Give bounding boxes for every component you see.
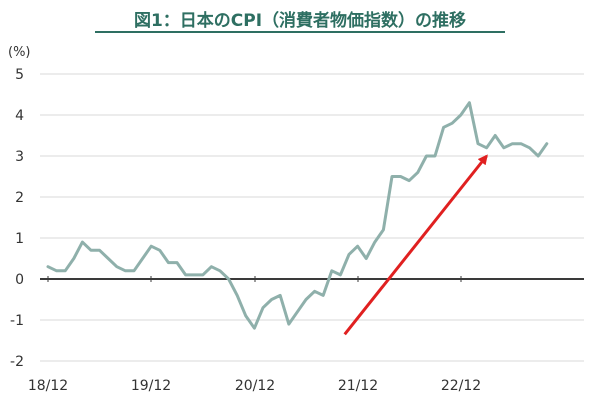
- cpi-series-line: [46, 101, 549, 330]
- y-tick-label: -1: [10, 313, 24, 329]
- y-tick-label: 5: [15, 67, 24, 83]
- y-tick-label: -2: [10, 354, 24, 370]
- grid-lines: [40, 73, 584, 362]
- x-tick-label: 22/12: [441, 378, 481, 394]
- x-tick-label: 19/12: [131, 378, 171, 394]
- axes: [40, 276, 584, 282]
- title-underline: [95, 31, 505, 33]
- y-tick-label: 1: [15, 231, 24, 247]
- tick-labels: 5 4 3 2 1 0 -1 -2 (%) 18/12 19/12 20/12 21/12 22/12: [8, 45, 481, 394]
- y-tick-label: 4: [15, 108, 24, 124]
- chart-title: 図1：日本のCPI（消費者物価指数）の推移: [133, 11, 467, 31]
- x-tick-label: 18/12: [28, 378, 68, 394]
- x-tick-label: 20/12: [235, 378, 275, 394]
- series-layer: [46, 101, 549, 330]
- y-tick-label: 0: [15, 272, 24, 288]
- x-tick-label: 21/12: [338, 378, 378, 394]
- y-tick-label: 2: [15, 190, 24, 206]
- trend-arrow: [343, 154, 488, 336]
- annotation-layer: [343, 154, 488, 336]
- y-tick-label: 3: [15, 149, 24, 165]
- y-unit-label: (%): [8, 45, 31, 60]
